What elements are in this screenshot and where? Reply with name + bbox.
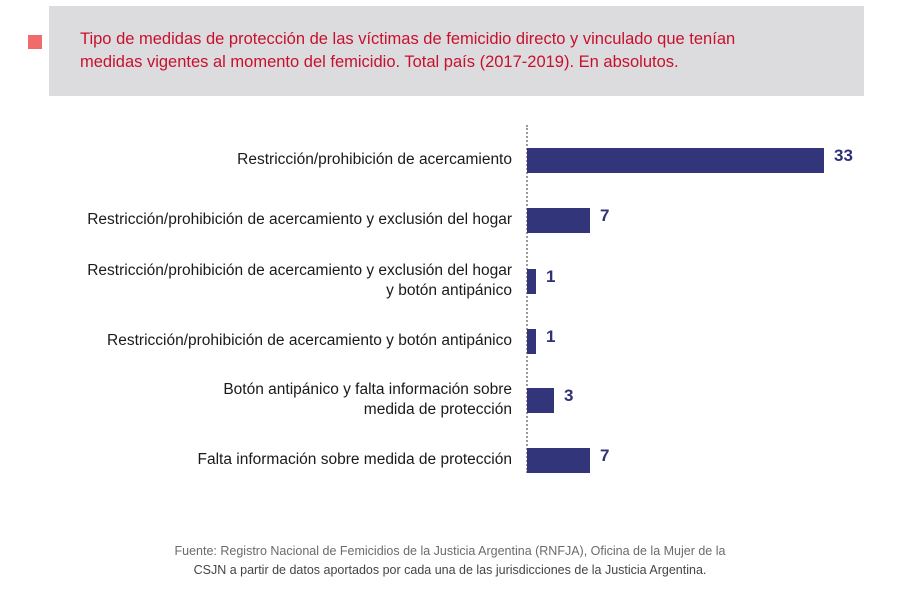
bar-value-label-2: 7 bbox=[600, 206, 610, 225]
bar-value-label-4: 1 bbox=[546, 327, 556, 346]
category-label-4: Restricción/prohibición de acercamiento … bbox=[32, 331, 512, 351]
title-marker bbox=[28, 35, 42, 49]
category-label-line: Botón antipánico y falta información sob… bbox=[223, 381, 512, 398]
source-note: Fuente: Registro Nacional de Femicidios … bbox=[80, 542, 820, 580]
category-label-1: Restricción/prohibición de acercamiento bbox=[32, 150, 512, 170]
category-label-2: Restricción/prohibición de acercamiento … bbox=[32, 210, 512, 230]
bar-6 bbox=[527, 447, 590, 473]
bar-value-label-3: 1 bbox=[546, 267, 556, 286]
bar-value-label-5: 3 bbox=[564, 386, 574, 405]
category-label-line: Restricción/prohibición de acercamiento … bbox=[87, 262, 512, 279]
bar-value-label-1: 33 bbox=[834, 146, 853, 165]
category-label-line: Restricción/prohibición de acercamiento … bbox=[107, 332, 512, 349]
category-label-6: Falta información sobre medida de protec… bbox=[32, 450, 512, 470]
chart-title-line-2: medidas vigentes al momento del femicidi… bbox=[80, 53, 679, 71]
category-label-line: Restricción/prohibición de acercamiento bbox=[237, 151, 512, 168]
title-panel bbox=[49, 6, 864, 96]
bar-value-label-6: 7 bbox=[600, 446, 610, 465]
category-label-5: Botón antipánico y falta información sob… bbox=[32, 380, 512, 420]
bar-2 bbox=[527, 207, 590, 233]
source-note-line-2: CSJN a partir de datos aportados por cad… bbox=[193, 563, 707, 577]
bar-4 bbox=[527, 328, 536, 354]
chart-title: Tipo de medidas de protección de las víc… bbox=[80, 28, 860, 74]
source-note-line-1: Fuente: Registro Nacional de Femicidios … bbox=[174, 544, 726, 558]
category-label-line: Restricción/prohibición de acercamiento … bbox=[87, 211, 512, 228]
category-label-line: medida de protección bbox=[363, 401, 512, 418]
category-label-3: Restricción/prohibición de acercamiento … bbox=[32, 261, 512, 301]
category-label-line: Falta información sobre medida de protec… bbox=[197, 451, 512, 468]
category-axis-line bbox=[526, 125, 528, 473]
bar-1 bbox=[527, 147, 824, 173]
chart-title-line-1: Tipo de medidas de protección de las víc… bbox=[80, 30, 736, 48]
bar-5 bbox=[527, 387, 554, 413]
bar-3 bbox=[527, 268, 536, 294]
category-label-line: y botón antipánico bbox=[386, 282, 512, 299]
